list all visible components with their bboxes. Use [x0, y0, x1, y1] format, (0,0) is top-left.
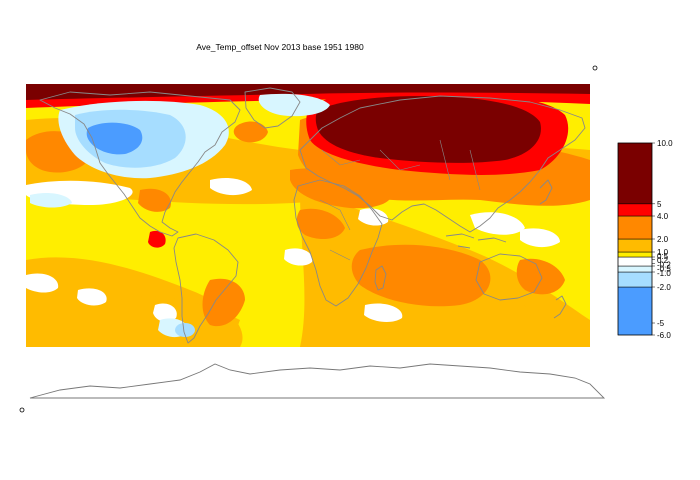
legend-tick-label: 1.0: [657, 248, 669, 257]
legend-band: [617, 142, 653, 205]
legend-tick-label: -0.5: [657, 265, 671, 274]
coastlines: [39, 87, 586, 344]
neutral-patches: [26, 178, 560, 322]
legend-tick-label: -2.0: [657, 283, 671, 292]
antarctica-outline: [29, 363, 606, 399]
legend-band: [617, 271, 653, 288]
legend-tick-label: -6.0: [657, 331, 671, 340]
legend-band: [617, 251, 653, 258]
legend-tick-label: 10.0: [657, 139, 673, 148]
cold-spot: [175, 323, 195, 337]
legend-tick-label: 0.2: [657, 256, 669, 265]
very-cold-region: [86, 122, 143, 155]
corner-marker-bottom-left: [19, 407, 25, 413]
legend-tick-label: 0.5: [657, 252, 669, 261]
legend-band: [617, 215, 653, 240]
legend-tick-label: -0.2: [657, 260, 671, 269]
legend-band: [617, 286, 653, 336]
corner-marker-top-right: [592, 65, 598, 71]
anomaly-field: [26, 84, 590, 347]
legend-band: [617, 256, 653, 267]
legend-tick-label: 2.0: [657, 235, 669, 244]
legend-tick-label: 5: [657, 200, 662, 209]
legend-tick-label: -1.0: [657, 269, 671, 278]
legend-band: [617, 238, 653, 253]
map-title: Ave_Temp_offset Nov 2013 base 1951 1980: [196, 42, 364, 52]
legend-band: [617, 265, 653, 273]
very-hot-region: [26, 84, 590, 163]
color-legend: 10.0 5 4.0 2.0 1.00.50.2-0.2-0.5-1.0 -2.0 -5 -6…: [617, 139, 673, 340]
legend-tick-label: -5: [657, 319, 665, 328]
legend-band: [617, 203, 653, 217]
legend-tick-label: 4.0: [657, 212, 669, 221]
